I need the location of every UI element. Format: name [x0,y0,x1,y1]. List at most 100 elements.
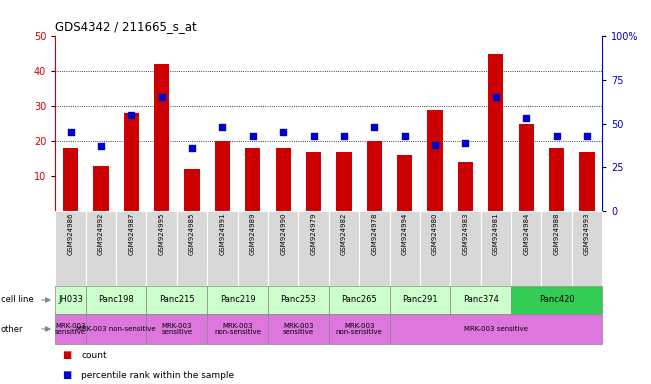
Bar [63,148,78,211]
Text: MRK-003
non-sensitive: MRK-003 non-sensitive [214,323,261,336]
Point [521,115,531,121]
Bar [511,211,542,286]
Text: GSM924991: GSM924991 [219,212,225,255]
Point [460,140,471,146]
Bar [124,113,139,211]
Text: MRK-003
sensitive: MRK-003 sensitive [161,323,193,336]
Point [491,94,501,100]
Point [247,133,258,139]
Bar [337,152,352,211]
Bar [268,211,298,286]
Text: ■: ■ [62,350,71,360]
Bar [329,286,389,314]
Bar [389,286,450,314]
Point [369,124,380,130]
Point [278,129,288,135]
Bar [55,314,86,344]
Bar [329,314,389,344]
Bar [549,148,564,211]
Text: GSM924984: GSM924984 [523,212,529,255]
Bar [207,211,238,286]
Text: GSM924985: GSM924985 [189,212,195,255]
Text: MRK-003 sensitive: MRK-003 sensitive [464,326,528,332]
Point [217,124,228,130]
Text: GSM924978: GSM924978 [371,212,378,255]
Bar [519,124,534,211]
Bar [572,211,602,286]
Text: other: other [1,324,23,333]
Text: MRK-003
sensitive: MRK-003 sensitive [55,323,86,336]
Bar [359,211,389,286]
Bar [207,286,268,314]
Bar [154,64,169,211]
Bar [238,211,268,286]
Text: GSM924987: GSM924987 [128,212,134,255]
Point [156,94,167,100]
Text: Panc219: Panc219 [220,296,255,305]
Text: MRK-003
sensitive: MRK-003 sensitive [283,323,314,336]
Text: ■: ■ [62,370,71,380]
Point [309,133,319,139]
Point [339,133,349,139]
Point [187,145,197,151]
Text: Panc420: Panc420 [539,296,574,305]
Bar [207,314,268,344]
Text: Panc265: Panc265 [341,296,377,305]
Text: GSM924980: GSM924980 [432,212,438,255]
Text: GSM924982: GSM924982 [341,212,347,255]
Bar [450,286,511,314]
Bar [389,314,602,344]
Text: Panc253: Panc253 [281,296,316,305]
Bar [55,286,86,314]
Point [65,129,76,135]
Text: count: count [81,351,107,360]
Bar [268,286,329,314]
Bar [86,286,146,314]
Text: GDS4342 / 211665_s_at: GDS4342 / 211665_s_at [55,20,197,33]
Point [582,133,592,139]
Bar [511,286,602,314]
Bar [397,155,412,211]
Bar [428,109,443,211]
Text: Panc291: Panc291 [402,296,437,305]
Bar [367,141,382,211]
Text: MRK-003
non-sensitive: MRK-003 non-sensitive [336,323,383,336]
Text: GSM924981: GSM924981 [493,212,499,255]
Point [400,133,410,139]
Text: GSM924995: GSM924995 [159,212,165,255]
Bar [245,148,260,211]
Bar [146,211,177,286]
Bar [488,53,503,211]
Bar [86,211,116,286]
Text: GSM924990: GSM924990 [280,212,286,255]
Bar [93,166,109,211]
Bar [215,141,230,211]
Text: Panc215: Panc215 [159,296,195,305]
Bar [184,169,200,211]
Text: JH033: JH033 [58,296,83,305]
Bar [275,148,291,211]
Bar [146,286,207,314]
Text: GSM924983: GSM924983 [462,212,469,255]
Bar [542,211,572,286]
Bar [177,211,207,286]
Bar [86,314,146,344]
Bar [389,211,420,286]
Bar [329,211,359,286]
Text: GSM924994: GSM924994 [402,212,408,255]
Bar [458,162,473,211]
Text: percentile rank within the sample: percentile rank within the sample [81,371,234,380]
Bar [306,152,321,211]
Bar [420,211,450,286]
Bar [298,211,329,286]
Bar [579,152,594,211]
Point [430,141,440,147]
Bar [268,314,329,344]
Text: GSM924986: GSM924986 [68,212,74,255]
Text: cell line: cell line [1,296,33,305]
Bar [146,314,207,344]
Bar [480,211,511,286]
Bar [116,211,146,286]
Text: GSM924988: GSM924988 [553,212,560,255]
Bar [450,211,480,286]
